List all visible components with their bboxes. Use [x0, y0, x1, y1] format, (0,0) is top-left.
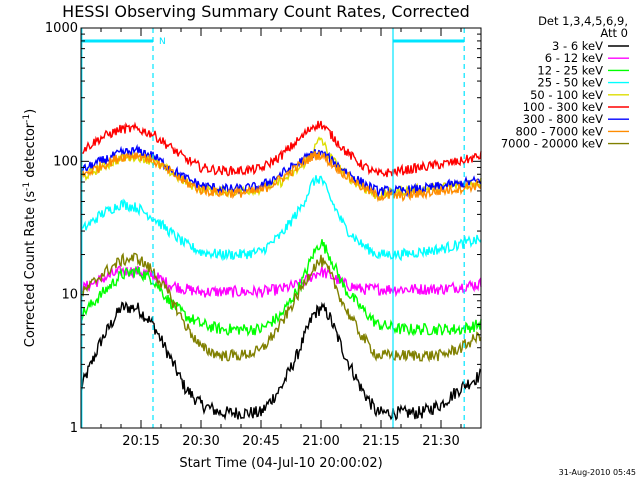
y-tick-label-2: 100	[53, 154, 78, 169]
legend-label-4: 50 - 100 keV	[530, 88, 603, 102]
x-tick-label-3: 21:00	[302, 434, 339, 449]
attenuator-markers: N	[81, 28, 465, 428]
y-tick-label-3: 1000	[45, 21, 78, 36]
legend-label-2: 12 - 25 keV	[537, 63, 603, 77]
legend-label-7: 800 - 7000 keV	[515, 124, 603, 138]
chart-title: HESSI Observing Summary Count Rates, Cor…	[62, 2, 470, 21]
legend-header-detectors: Det 1,3,4,5,6,9,	[538, 14, 628, 28]
x-tick-label-0: 20:15	[122, 434, 159, 449]
legend-label-3: 25 - 50 keV	[537, 76, 603, 90]
legend-label-0: 3 - 6 keV	[552, 39, 603, 53]
series-line-2	[80, 239, 482, 337]
y-tick-label-1: 10	[61, 288, 78, 303]
legend-label-5: 100 - 300 keV	[523, 100, 603, 114]
plot-timestamp: 31-Aug-2010 05:45	[559, 468, 636, 477]
x-axis-label: Start Time (04-Jul-10 20:00:02)	[179, 456, 382, 471]
series-line-7	[80, 151, 482, 203]
x-tick-label-1: 20:30	[182, 434, 219, 449]
y-tick-label-0: 1	[70, 421, 78, 436]
legend-label-8: 7000 - 20000 keV	[501, 137, 603, 151]
x-tick-label-2: 20:45	[242, 434, 279, 449]
series-line-5	[80, 120, 482, 178]
series-line-1	[80, 265, 482, 299]
series-line-8	[80, 252, 482, 363]
y-axis-label: Corrected Count Rate (s-1 detector-1)	[22, 109, 38, 347]
x-tick-label-5: 21:30	[422, 434, 459, 449]
series-layer	[80, 120, 482, 421]
series-line-6	[80, 143, 482, 199]
marker-flag-n: N	[159, 37, 166, 47]
x-tick-label-4: 21:15	[362, 434, 399, 449]
legend-header-attenuator: Att 0	[600, 26, 628, 40]
plot-frame	[80, 27, 482, 429]
axis-ticks: 20:15 20:30 20:45 21:00 21:15 21:30 1 10 100 1000	[45, 21, 482, 449]
legend-label-1: 6 - 12 keV	[545, 51, 603, 65]
series-line-3	[80, 175, 482, 262]
legend-label-6: 300 - 800 keV	[523, 112, 603, 126]
series-line-0	[80, 301, 482, 421]
